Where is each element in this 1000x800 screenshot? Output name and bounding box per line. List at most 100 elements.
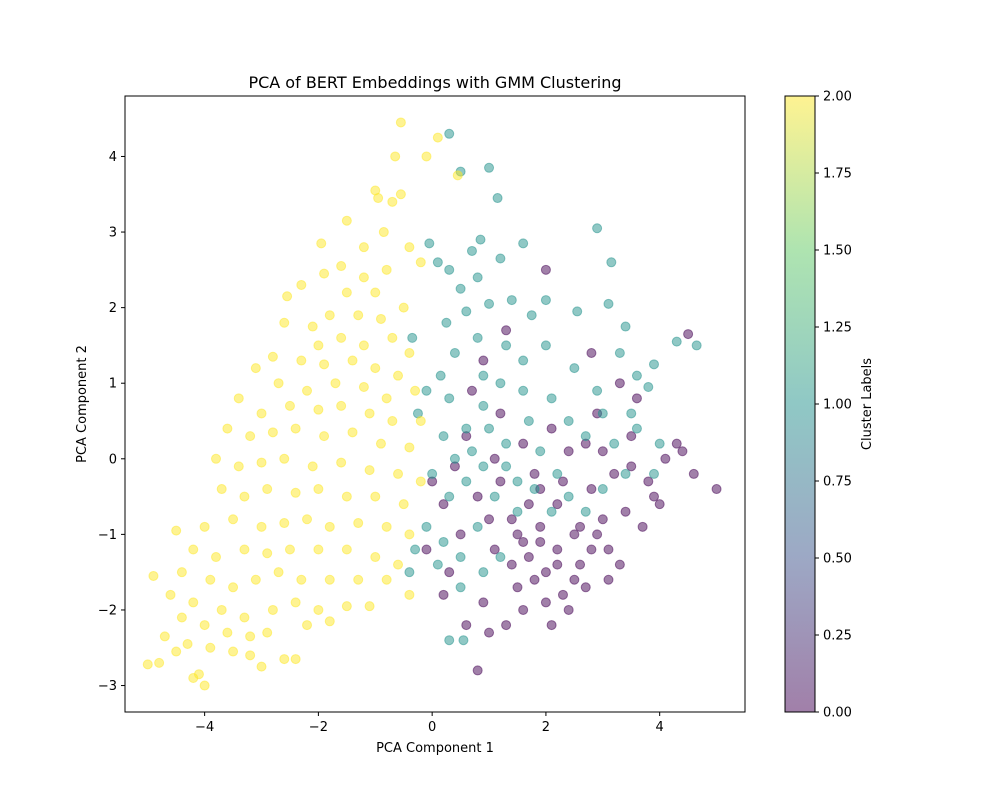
scatter-point-cluster-1 bbox=[512, 476, 523, 487]
scatter-point-cluster-1 bbox=[424, 238, 435, 249]
scatter-point-cluster-2 bbox=[211, 552, 222, 563]
scatter-point-cluster-2 bbox=[313, 604, 324, 615]
colorbar-tick-label: 0.25 bbox=[823, 629, 852, 644]
scatter-point-cluster-1 bbox=[526, 310, 537, 321]
scatter-point-cluster-2 bbox=[336, 457, 347, 468]
scatter-point-cluster-2 bbox=[205, 642, 216, 653]
scatter-point-cluster-2 bbox=[216, 484, 227, 495]
scatter-point-cluster-2 bbox=[273, 567, 284, 578]
scatter-point-cluster-1 bbox=[461, 423, 472, 434]
scatter-point-cluster-2 bbox=[452, 170, 463, 181]
scatter-point-cluster-0 bbox=[580, 582, 591, 593]
scatter-point-cluster-0 bbox=[489, 453, 500, 464]
scatter-point-cluster-2 bbox=[370, 287, 381, 298]
scatter-point-cluster-2 bbox=[267, 351, 278, 362]
scatter-point-cluster-2 bbox=[290, 487, 301, 498]
scatter-point-cluster-0 bbox=[614, 378, 625, 389]
scatter-point-cluster-1 bbox=[444, 393, 455, 404]
scatter-point-cluster-2 bbox=[176, 567, 187, 578]
scatter-point-cluster-2 bbox=[273, 378, 284, 389]
colorbar: 0.00 0.25 0.50 0.75 1.00 1.25 1.50 1.75 2.00 Clu… bbox=[784, 90, 875, 721]
scatter-point-cluster-1 bbox=[529, 484, 540, 495]
scatter-point-cluster-0 bbox=[501, 325, 512, 336]
scatter-point-cluster-0 bbox=[597, 446, 608, 457]
scatter-point-cluster-2 bbox=[381, 521, 392, 532]
scatter-point-cluster-2 bbox=[182, 638, 193, 649]
scatter-point-cluster-2 bbox=[262, 548, 273, 559]
y-tick-label: 4 bbox=[109, 150, 117, 165]
scatter-point-cluster-0 bbox=[506, 514, 517, 525]
scatter-point-cluster-2 bbox=[370, 363, 381, 374]
scatter-point-cluster-2 bbox=[358, 381, 369, 392]
scatter-point-cluster-1 bbox=[501, 340, 512, 351]
scatter-point-cluster-2 bbox=[432, 132, 443, 143]
scatter-point-cluster-1 bbox=[478, 567, 489, 578]
scatter-point-cluster-2 bbox=[316, 238, 327, 249]
scatter-point-cluster-2 bbox=[262, 484, 273, 495]
scatter-point-cluster-0 bbox=[677, 446, 688, 457]
scatter-point-cluster-0 bbox=[484, 627, 495, 638]
scatter-point-cluster-0 bbox=[569, 574, 580, 585]
scatter-point-cluster-2 bbox=[330, 378, 341, 389]
scatter-point-cluster-2 bbox=[421, 151, 432, 162]
scatter-point-cluster-2 bbox=[375, 438, 386, 449]
scatter-point-cluster-2 bbox=[353, 518, 364, 529]
scatter-point-cluster-0 bbox=[603, 574, 614, 585]
scatter-point-cluster-2 bbox=[404, 347, 415, 358]
scatter-point-cluster-2 bbox=[358, 340, 369, 351]
scatter-point-cluster-1 bbox=[484, 162, 495, 173]
scatter-point-cluster-1 bbox=[609, 438, 620, 449]
scatter-point-cluster-2 bbox=[296, 279, 307, 290]
scatter-point-cluster-2 bbox=[341, 287, 352, 298]
scatter-point-cluster-0 bbox=[563, 446, 574, 457]
scatter-point-cluster-2 bbox=[364, 465, 375, 476]
scatter-point-cluster-2 bbox=[390, 151, 401, 162]
scatter-point-cluster-2 bbox=[378, 227, 389, 238]
scatter-point-cluster-0 bbox=[643, 476, 654, 487]
scatter-point-cluster-2 bbox=[415, 476, 426, 487]
scatter-point-cluster-2 bbox=[279, 317, 290, 328]
scatter-point-cluster-0 bbox=[586, 347, 597, 358]
scatter-point-cluster-0 bbox=[575, 521, 586, 532]
scatter-point-cluster-2 bbox=[313, 544, 324, 555]
scatter-point-cluster-1 bbox=[563, 416, 574, 427]
y-tick-label: 0 bbox=[109, 452, 117, 467]
colorbar-tick-label: 1.25 bbox=[823, 321, 852, 336]
scatter-point-cluster-1 bbox=[444, 128, 455, 139]
scatter-point-cluster-2 bbox=[165, 589, 176, 600]
scatter-point-cluster-0 bbox=[609, 468, 620, 479]
x-axis-label: PCA Component 1 bbox=[376, 741, 494, 756]
scatter-point-cluster-1 bbox=[580, 431, 591, 442]
scatter-point-cluster-2 bbox=[199, 620, 210, 631]
scatter-point-cluster-0 bbox=[648, 491, 659, 502]
scatter-point-cluster-1 bbox=[540, 295, 551, 306]
scatter-point-cluster-2 bbox=[171, 525, 182, 536]
scatter-point-cluster-1 bbox=[458, 635, 469, 646]
scatter-point-cluster-1 bbox=[472, 332, 483, 343]
scatter-point-cluster-1 bbox=[478, 370, 489, 381]
scatter-point-cluster-0 bbox=[501, 620, 512, 631]
scatter-point-cluster-1 bbox=[472, 272, 483, 283]
scatter-point-cluster-1 bbox=[407, 332, 418, 343]
scatter-point-cluster-0 bbox=[523, 499, 534, 510]
scatter-point-cluster-1 bbox=[592, 223, 603, 234]
scatter-point-cluster-1 bbox=[421, 385, 432, 396]
scatter-points bbox=[142, 117, 722, 691]
scatter-point-cluster-1 bbox=[495, 378, 506, 389]
scatter-point-cluster-2 bbox=[313, 484, 324, 495]
scatter-point-cluster-0 bbox=[495, 408, 506, 419]
scatter-point-cluster-2 bbox=[370, 491, 381, 502]
scatter-point-cluster-2 bbox=[324, 616, 335, 627]
scatter-point-cluster-1 bbox=[441, 317, 452, 328]
scatter-point-cluster-0 bbox=[518, 536, 529, 547]
scatter-point-cluster-2 bbox=[324, 310, 335, 321]
x-tick-label: 4 bbox=[656, 720, 664, 735]
scatter-point-cluster-0 bbox=[478, 355, 489, 366]
y-tick-label: 2 bbox=[109, 301, 117, 316]
chart-title: PCA of BERT Embeddings with GMM Clusteri… bbox=[248, 73, 621, 92]
scatter-point-cluster-1 bbox=[455, 552, 466, 563]
scatter-point-cluster-2 bbox=[404, 242, 415, 253]
scatter-point-cluster-2 bbox=[375, 313, 386, 324]
scatter-point-cluster-1 bbox=[614, 347, 625, 358]
scatter-point-cluster-0 bbox=[540, 264, 551, 275]
